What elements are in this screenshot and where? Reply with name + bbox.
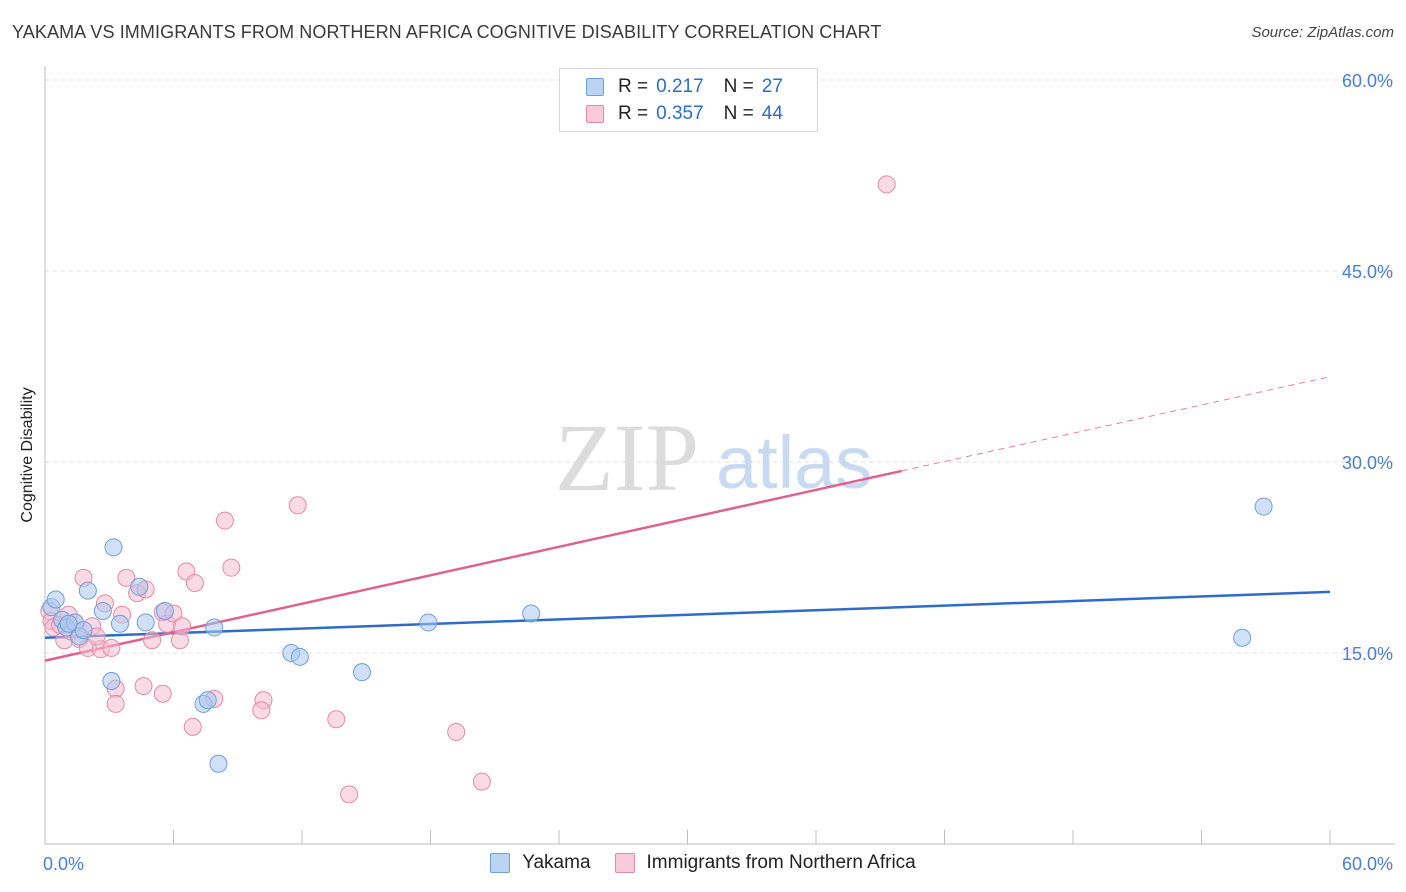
- point-yakama: [419, 613, 438, 632]
- bottom-legend-swatch-pink: [614, 853, 635, 873]
- point-immigrants: [288, 496, 307, 515]
- bottom-legend-label: Immigrants from Northern Africa: [646, 852, 916, 873]
- point-immigrants: [183, 717, 202, 736]
- legend-r-label: R =: [618, 76, 649, 97]
- point-immigrants: [215, 511, 234, 530]
- watermark: ZIP atlas: [555, 404, 872, 511]
- point-immigrants: [143, 631, 162, 650]
- legend-r-label: R =: [618, 103, 649, 124]
- bottom-legend-label: Yakama: [522, 852, 591, 873]
- point-yakama: [102, 672, 121, 691]
- x-tick-label-max: 60.0%: [1342, 854, 1393, 874]
- point-yakama: [130, 577, 149, 596]
- point-yakama: [93, 601, 112, 620]
- point-immigrants: [327, 710, 346, 729]
- point-yakama: [59, 614, 78, 633]
- point-yakama: [290, 647, 309, 666]
- trend-line-immigrants: [44, 469, 902, 662]
- trend-line-immigrants-projection: [901, 376, 1331, 472]
- watermark-atlas: atlas: [716, 421, 872, 504]
- point-yakama: [1254, 497, 1273, 516]
- point-yakama: [46, 590, 65, 609]
- axes: [44, 66, 1395, 845]
- point-yakama: [110, 614, 129, 633]
- point-immigrants: [252, 701, 271, 720]
- point-immigrants: [117, 568, 136, 587]
- point-immigrants: [447, 722, 466, 741]
- legend-r-value: 0.217: [656, 76, 704, 97]
- point-yakama: [205, 618, 224, 637]
- y-tick-label: 60.0%: [1342, 71, 1393, 91]
- point-immigrants: [472, 772, 491, 791]
- data-points: [40, 175, 1273, 804]
- bottom-legend-yakama[interactable]: Yakama: [490, 852, 591, 874]
- point-yakama: [352, 663, 371, 682]
- point-immigrants: [340, 785, 359, 804]
- legend-swatch-pink: [586, 105, 604, 123]
- legend-n-label: N =: [723, 76, 754, 97]
- legend-swatch-blue: [586, 78, 604, 96]
- legend-row-immigrants: R = 0.357 N = 44: [586, 102, 783, 126]
- bottom-legend-immigrants[interactable]: Immigrants from Northern Africa: [614, 852, 916, 874]
- chart-title: YAKAMA VS IMMIGRANTS FROM NORTHERN AFRIC…: [12, 22, 882, 42]
- trend-line-yakama: [44, 590, 1331, 639]
- y-tick-label: 30.0%: [1342, 453, 1393, 473]
- point-yakama: [522, 604, 541, 623]
- bottom-legend: Yakama Immigrants from Northern Africa: [0, 852, 1406, 874]
- point-yakama: [1233, 628, 1252, 647]
- x-tick-label-min: 0.0%: [43, 854, 84, 874]
- point-immigrants: [185, 573, 204, 592]
- point-yakama: [78, 581, 97, 600]
- legend-row-yakama: R = 0.217 N = 27: [586, 75, 783, 99]
- watermark-zip: ZIP: [555, 404, 699, 511]
- legend-r-value: 0.357: [656, 103, 704, 124]
- point-yakama: [104, 538, 123, 557]
- legend-box: R = 0.217 N = 27 R = 0.357 N = 44: [559, 68, 818, 132]
- tick-labels: 15.0% 30.0% 45.0% 60.0% 0.0% 60.0%: [43, 71, 1393, 874]
- grid-lines: [45, 79, 1395, 654]
- point-immigrants: [877, 175, 896, 194]
- point-immigrants: [173, 617, 192, 636]
- point-immigrants: [102, 638, 121, 657]
- legend-n-value: 44: [761, 103, 783, 124]
- bottom-legend-swatch-blue: [490, 853, 511, 873]
- point-immigrants: [134, 677, 153, 696]
- legend-n-value: 27: [761, 76, 783, 97]
- y-tick-label: 15.0%: [1342, 644, 1393, 664]
- y-tick-label: 45.0%: [1342, 262, 1393, 282]
- point-yakama: [198, 691, 217, 710]
- point-immigrants: [106, 694, 125, 713]
- point-yakama: [136, 613, 155, 632]
- legend-n-label: N =: [723, 103, 754, 124]
- point-yakama: [155, 601, 174, 620]
- point-immigrants: [153, 684, 172, 703]
- source-label: Source: ZipAtlas.com: [1251, 24, 1394, 41]
- point-yakama: [209, 754, 228, 773]
- point-immigrants: [222, 558, 241, 577]
- point-yakama: [74, 621, 93, 640]
